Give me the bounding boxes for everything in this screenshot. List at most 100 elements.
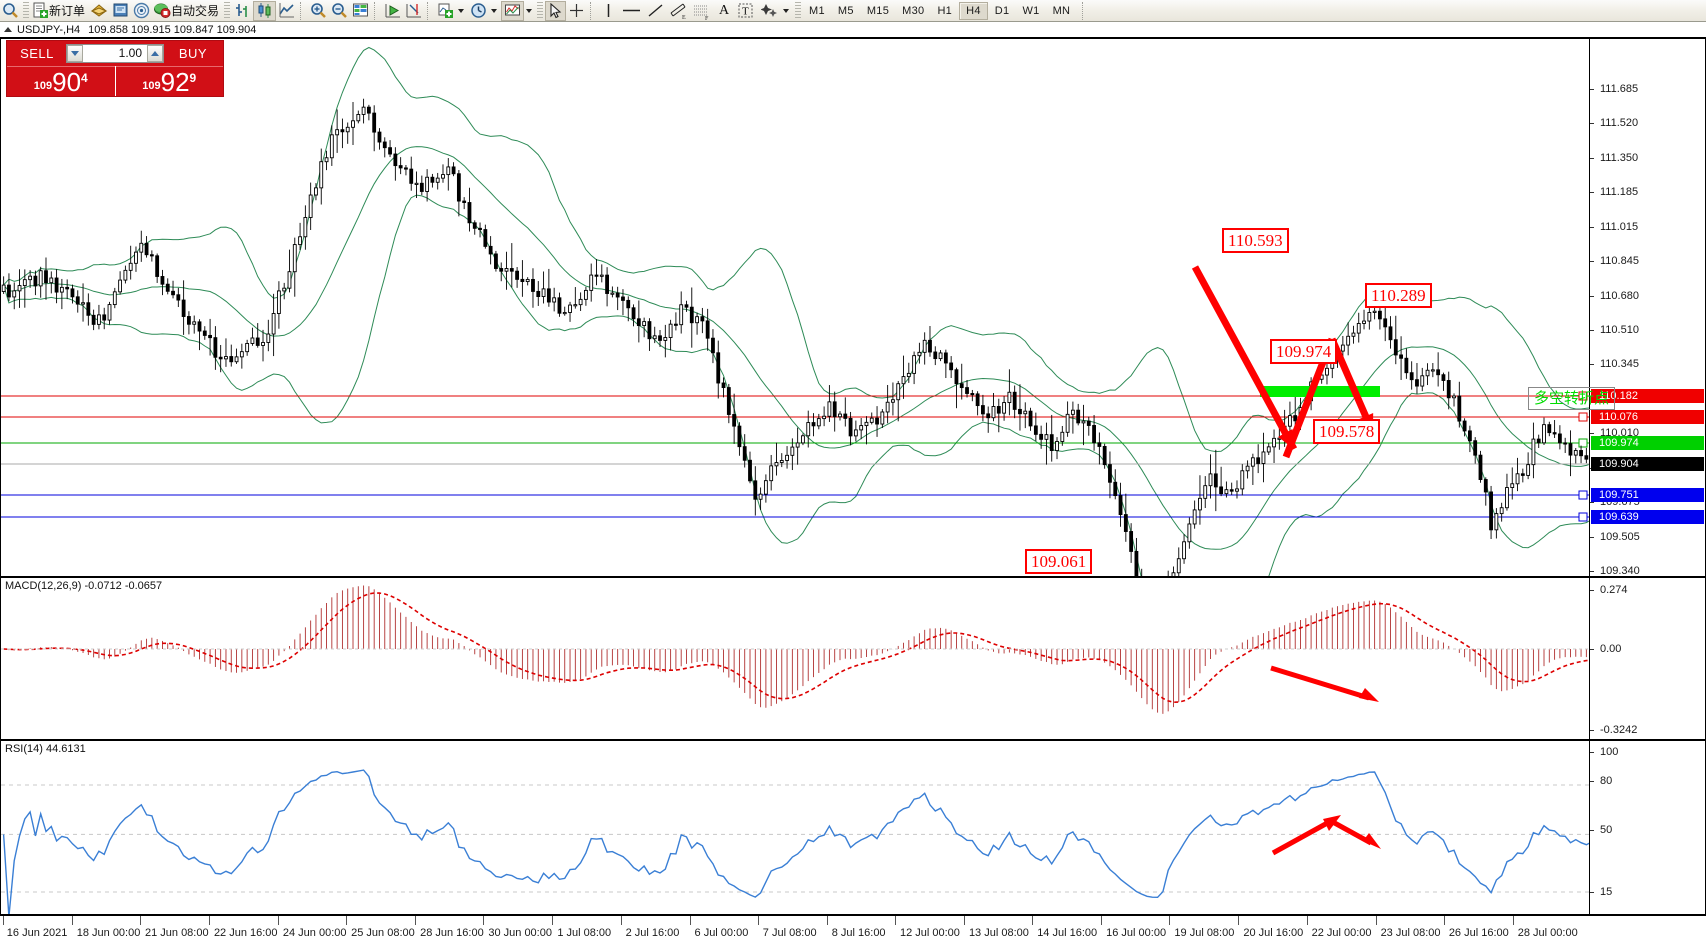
price-level-badge[interactable]: 110.182 xyxy=(1591,389,1704,403)
macd-pane[interactable]: MACD(12,26,9) -0.0712 -0.0657 0.274 0.00 -… xyxy=(0,577,1706,740)
volume-stepper[interactable]: 1.00 xyxy=(66,44,164,63)
time-axis[interactable]: 16 Jun 2021 18 Jun 00:00 21 Jun 08:00 22 Ju… xyxy=(0,915,1706,942)
price-level-badge[interactable]: 109.751 xyxy=(1591,488,1704,502)
time-axis-tick xyxy=(1238,916,1240,925)
rsi-arrow-line[interactable] xyxy=(1271,818,1333,856)
main-price-axis[interactable]: 111.685 111.520 111.350 111.185 111.015 110.8… xyxy=(1589,39,1705,646)
symbol-label: USDJPY-,H4 xyxy=(17,23,81,36)
main-plot-area[interactable] xyxy=(1,39,1589,576)
axis-tick-label: -0.3242 xyxy=(1590,724,1637,736)
volume-increase-button[interactable] xyxy=(147,45,163,62)
objects-dropdown-arrow[interactable] xyxy=(783,8,790,13)
timeframe-w1[interactable]: W1 xyxy=(1016,2,1045,20)
horizontal-line-icon[interactable] xyxy=(619,1,644,21)
macd-value-axis[interactable]: 0.274 0.00 -0.3242 xyxy=(1589,578,1705,739)
rsi-arrow-line[interactable] xyxy=(1329,818,1373,846)
indicators-icon[interactable] xyxy=(435,1,456,21)
price-callout[interactable]: 109.061 xyxy=(1025,549,1093,574)
time-axis-tick xyxy=(1169,916,1171,925)
toolbar-grip-4[interactable] xyxy=(795,2,802,19)
main-chart-pane[interactable]: 111.685 111.520 111.350 111.185 111.015 110.8… xyxy=(0,38,1706,646)
candlestick-chart-icon[interactable] xyxy=(253,0,277,21)
timeframe-d1[interactable]: D1 xyxy=(989,2,1016,20)
toolbar-grip-3[interactable] xyxy=(537,2,544,19)
timeframe-m30[interactable]: M30 xyxy=(896,2,930,20)
macd-arrow-line[interactable] xyxy=(1270,665,1370,701)
volume-decrease-button[interactable] xyxy=(67,45,83,62)
timeframe-h1[interactable]: H1 xyxy=(931,2,958,20)
price-level-badge[interactable]: 109.974 xyxy=(1591,436,1704,450)
periods-dropdown-arrow[interactable] xyxy=(491,8,498,13)
timeframe-m5[interactable]: M5 xyxy=(832,2,860,20)
price-line-handle[interactable] xyxy=(1578,490,1588,500)
turning-point-note[interactable]: 多空转折点 xyxy=(1528,387,1616,410)
expert-advisor-icon[interactable] xyxy=(88,1,110,21)
magnifier-icon[interactable] xyxy=(0,1,21,21)
data-window-icon[interactable] xyxy=(350,1,371,21)
auto-scroll-icon[interactable] xyxy=(382,1,403,21)
ohlc-values: 109.858 109.915 109.847 109.904 xyxy=(88,23,257,36)
timeframe-h4[interactable]: H4 xyxy=(959,1,988,20)
auto-trading-button[interactable]: 自动交易 xyxy=(152,1,222,21)
text-label-icon[interactable]: T xyxy=(735,1,756,21)
macd-plot-area[interactable] xyxy=(1,578,1589,739)
signals-icon[interactable] xyxy=(131,1,152,21)
zoom-in-icon[interactable] xyxy=(308,1,329,21)
price-level-badge[interactable]: 109.904 xyxy=(1591,457,1704,471)
trendline-icon[interactable] xyxy=(644,1,667,21)
buy-button[interactable]: BUY xyxy=(178,46,208,61)
timeframe-m1[interactable]: M1 xyxy=(803,2,831,20)
metaeditor-icon[interactable] xyxy=(110,1,131,21)
text-icon[interactable]: A xyxy=(713,1,735,21)
indicators-dropdown-arrow[interactable] xyxy=(458,8,465,13)
line-chart-icon[interactable] xyxy=(276,1,297,21)
timeframe-mn[interactable]: MN xyxy=(1047,2,1077,20)
time-axis-label: 19 Jul 08:00 xyxy=(1174,927,1235,939)
time-axis-label: 26 Jul 16:00 xyxy=(1448,927,1509,939)
bar-chart-icon[interactable] xyxy=(232,1,253,21)
axis-tick-label: 0.00 xyxy=(1590,643,1621,655)
buy-price[interactable]: 109 92 9 xyxy=(115,66,223,96)
timeframe-m15[interactable]: M15 xyxy=(861,2,895,20)
chart-shift-icon[interactable] xyxy=(403,1,424,21)
price-callout[interactable]: 110.289 xyxy=(1365,283,1432,308)
volume-value[interactable]: 1.00 xyxy=(118,46,142,60)
time-axis-tick xyxy=(2,916,4,925)
price-callout[interactable]: 110.593 xyxy=(1222,228,1289,253)
price-callout[interactable]: 109.578 xyxy=(1313,419,1381,444)
objects-icon[interactable] xyxy=(759,1,781,21)
one-click-trading-panel[interactable]: SELL 1.00 BUY 109 90 4 109 92 9 xyxy=(6,40,224,97)
text-icon-glyph: A xyxy=(718,2,730,18)
support-zone-highlight xyxy=(1260,386,1380,397)
new-order-button[interactable]: 新订单 xyxy=(31,1,88,21)
periods-icon[interactable] xyxy=(468,1,489,21)
time-axis-label: 22 Jun 16:00 xyxy=(213,927,278,939)
sell-price[interactable]: 109 90 4 xyxy=(7,66,115,96)
price-line-handle[interactable] xyxy=(1578,438,1588,448)
trend-arrow-head xyxy=(1278,429,1294,449)
zoom-out-icon[interactable] xyxy=(329,1,350,21)
price-level-badge[interactable]: 109.639 xyxy=(1591,510,1704,524)
price-line-handle[interactable] xyxy=(1578,412,1588,422)
equidistant-channel-icon[interactable]: E xyxy=(667,1,690,21)
rsi-value-axis[interactable]: 100 80 50 15 xyxy=(1589,741,1705,914)
templates-icon[interactable] xyxy=(501,0,525,21)
auto-trading-label: 自动交易 xyxy=(171,4,220,18)
toolbar-grip[interactable] xyxy=(23,2,29,19)
rsi-pane[interactable]: RSI(14) 44.6131 100 80 50 15 xyxy=(0,740,1706,915)
toolbar-grip-2[interactable] xyxy=(224,2,231,19)
axis-tick-label: 111.520 xyxy=(1590,117,1638,129)
templates-dropdown-arrow[interactable] xyxy=(526,8,533,13)
cursor-icon[interactable] xyxy=(545,0,567,21)
price-line-handle[interactable] xyxy=(1578,512,1588,522)
crosshair-icon[interactable] xyxy=(566,1,587,21)
collapse-triangle-icon[interactable] xyxy=(4,27,12,32)
sell-button[interactable]: SELL xyxy=(20,46,54,61)
price-level-badge[interactable]: 110.076 xyxy=(1591,410,1704,424)
price-callout[interactable]: 109.974 xyxy=(1270,339,1338,364)
fibonacci-icon[interactable]: F xyxy=(690,1,713,21)
rsi-plot-area[interactable] xyxy=(1,741,1589,914)
vertical-line-icon[interactable] xyxy=(598,1,619,21)
timeframe-label: M15 xyxy=(866,4,890,17)
toolbar-separator-5 xyxy=(1082,1,1087,20)
